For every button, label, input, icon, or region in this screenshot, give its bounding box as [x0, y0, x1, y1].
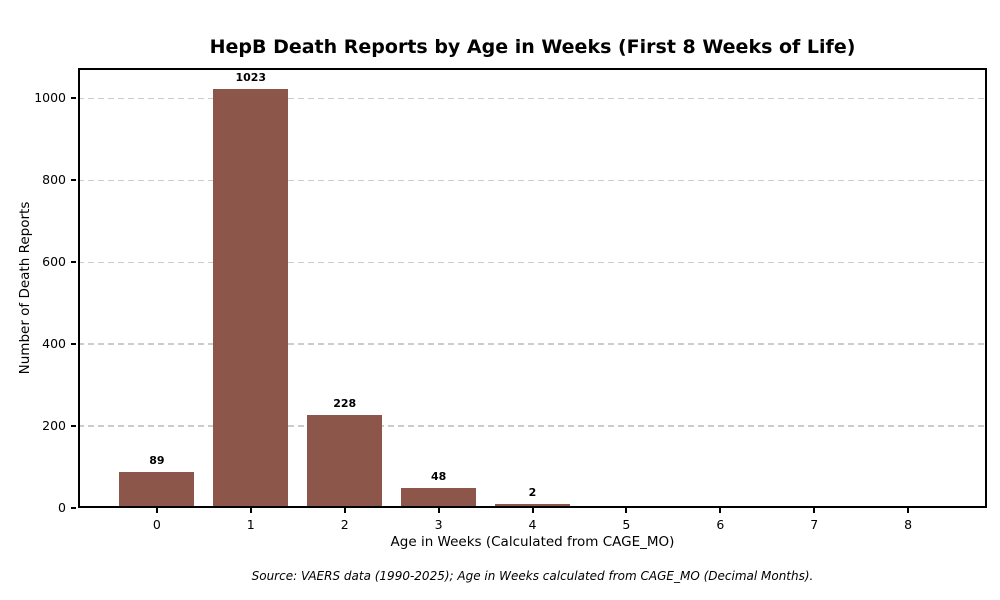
- source-note: Source: VAERS data (1990-2025); Age in W…: [251, 569, 814, 583]
- x-tick-label: 3: [434, 517, 443, 532]
- gridline: [78, 425, 987, 427]
- plot-area: 89 1023 228 48 2 0 200 400 600 800 1000 0 1 2 3 4 5 6 7 8: [34, 68, 987, 532]
- chart-title: HepB Death Reports by Age in Weeks (Firs…: [209, 36, 856, 58]
- x-tick-mark: [907, 508, 910, 513]
- x-tick-mark: [249, 508, 252, 513]
- y-tick-mark: [71, 425, 76, 428]
- y-tick-mark: [71, 343, 76, 346]
- x-tick-label: 7: [810, 517, 819, 532]
- bar: [307, 414, 383, 508]
- x-tick-label: 8: [904, 517, 913, 532]
- y-tick-label: 1000: [34, 90, 66, 106]
- x-tick-mark: [343, 508, 346, 513]
- x-tick-label: 0: [152, 517, 161, 532]
- bar: [119, 471, 195, 508]
- bar-value-label: 89: [149, 453, 165, 467]
- x-tick-label: 4: [528, 517, 537, 532]
- x-tick-mark: [437, 508, 440, 513]
- bar-value-label: 228: [333, 396, 357, 410]
- x-tick-label: 5: [622, 517, 631, 532]
- bar-value-label: 1023: [235, 70, 267, 84]
- x-tick-label: 1: [246, 517, 255, 532]
- x-tick-label: 2: [340, 517, 349, 532]
- bar-value-label: 48: [430, 470, 447, 484]
- y-tick-mark: [71, 507, 76, 509]
- gridline: [78, 179, 987, 181]
- y-tick-mark: [71, 261, 76, 264]
- y-tick-mark: [71, 179, 76, 182]
- gridline: [78, 343, 987, 345]
- x-tick-mark: [531, 508, 534, 513]
- gridline: [78, 261, 987, 263]
- y-tick-label: 400: [42, 336, 66, 352]
- y-tick-label: 200: [42, 418, 66, 434]
- bar: [494, 503, 571, 508]
- bar: [213, 88, 289, 508]
- y-tick-label: 0: [58, 500, 66, 515]
- y-tick-label: 600: [42, 254, 66, 270]
- x-tick-mark: [625, 508, 628, 513]
- bar: [401, 488, 477, 508]
- x-tick-mark: [719, 508, 722, 513]
- x-tick-mark: [155, 508, 158, 513]
- bar-value-label: 2: [528, 485, 537, 499]
- gridline: [78, 97, 987, 99]
- y-axis-label: Number of Death Reports: [17, 201, 33, 375]
- x-tick-mark: [813, 508, 816, 513]
- x-axis-label: Age in Weeks (Calculated from CAGE_MO): [390, 534, 675, 550]
- x-tick-label: 6: [716, 517, 725, 532]
- y-tick-label: 800: [42, 172, 66, 188]
- y-tick-mark: [71, 97, 76, 100]
